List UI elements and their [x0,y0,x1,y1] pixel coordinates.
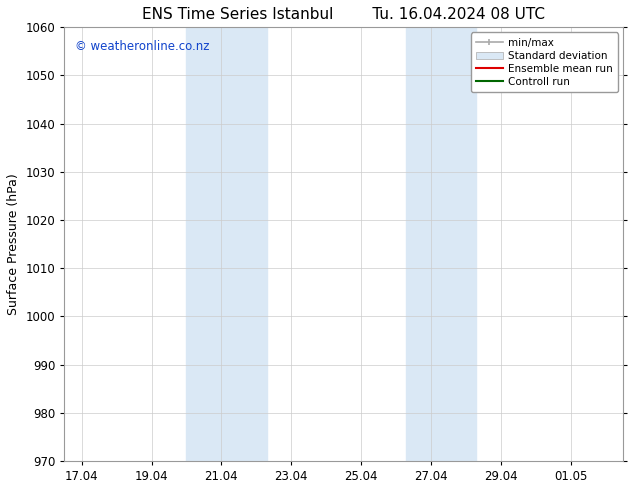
Y-axis label: Surface Pressure (hPa): Surface Pressure (hPa) [7,173,20,315]
Text: © weatheronline.co.nz: © weatheronline.co.nz [75,40,210,53]
Bar [431,27,476,461]
Title: ENS Time Series Istanbul        Tu. 16.04.2024 08 UTC: ENS Time Series Istanbul Tu. 16.04.2024 … [142,7,545,22]
Legend: min/max, Standard deviation, Ensemble mean run, Controll run: min/max, Standard deviation, Ensemble me… [471,32,618,92]
Bar [186,27,221,461]
Bar [406,27,431,461]
Bar [221,27,267,461]
